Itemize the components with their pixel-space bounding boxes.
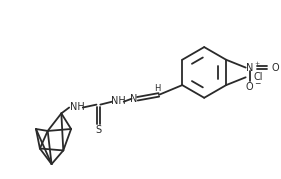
Text: H: H [154, 84, 160, 93]
Text: O: O [246, 82, 253, 92]
Text: −: − [254, 79, 261, 88]
Text: N: N [246, 63, 253, 72]
Text: NH: NH [70, 101, 84, 112]
Text: Cl: Cl [253, 72, 263, 82]
Text: S: S [95, 125, 101, 135]
Text: O: O [272, 63, 280, 72]
Text: +: + [254, 61, 259, 66]
Text: N: N [130, 94, 137, 104]
Text: NH: NH [110, 96, 125, 106]
